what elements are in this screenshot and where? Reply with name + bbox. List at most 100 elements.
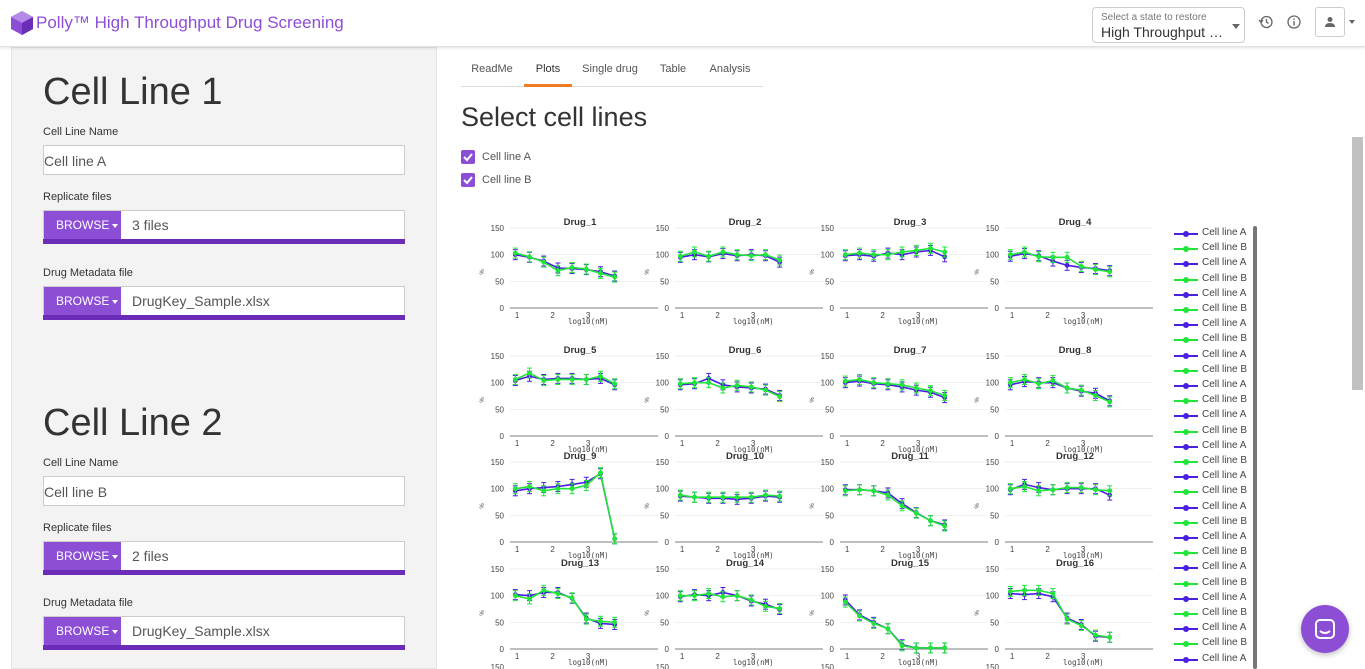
legend-item[interactable]: Cell line A (1172, 439, 1252, 453)
legend-item[interactable]: Cell line B (1172, 636, 1252, 650)
cell-line-1-metadata-browse-button[interactable]: BROWSE (44, 287, 121, 315)
legend-item[interactable]: Cell line A (1172, 226, 1252, 240)
tab-analysis[interactable]: Analysis (709, 63, 751, 75)
cell-line-2-metadata-progress (43, 645, 405, 650)
tab-single-drug[interactable]: Single drug (582, 63, 638, 75)
info-icon[interactable] (1286, 14, 1302, 30)
y-axis-label: % (975, 503, 981, 509)
legend-label: Cell line B (1202, 424, 1248, 436)
tab-table[interactable]: Table (659, 63, 687, 75)
series-b-point (1064, 485, 1070, 490)
series-b-point (512, 250, 518, 256)
legend-item[interactable]: Cell line A (1172, 591, 1252, 605)
user-menu-button[interactable] (1315, 7, 1345, 37)
y-tick-label: 150 (821, 352, 835, 361)
x-tick-label: 2 (1045, 311, 1050, 320)
legend-item[interactable]: Cell line A (1172, 500, 1252, 514)
legend-item[interactable]: Cell line A (1172, 378, 1252, 392)
legend-item[interactable]: Cell line B (1172, 515, 1252, 529)
legend-item[interactable]: Cell line B (1172, 576, 1252, 590)
x-tick-label: 3 (916, 545, 921, 554)
series-b-point (1093, 487, 1098, 493)
series-b-point (1064, 616, 1070, 622)
cell-line-2-name-value: Cell line B (44, 484, 108, 500)
chat-launcher-button[interactable] (1301, 605, 1349, 653)
legend-item[interactable]: Cell line A (1172, 652, 1252, 666)
series-b-point (512, 486, 518, 492)
series-b-point (583, 266, 589, 272)
y-axis-label: % (645, 269, 651, 275)
legend-item[interactable]: Cell line B (1172, 484, 1252, 498)
x-tick-label: 1 (515, 439, 520, 448)
checkbox-checked-icon[interactable] (461, 150, 475, 164)
legend-item[interactable]: Cell line A (1172, 317, 1252, 331)
series-b-point (763, 603, 768, 609)
legend-label: Cell line A (1202, 561, 1247, 573)
cell-line-1-replicate-label: Replicate files (43, 191, 112, 203)
legend-marker (1183, 383, 1189, 389)
cell-line-1-replicate-browse-button[interactable]: BROWSE (44, 211, 121, 239)
cell-line-2-replicate-browse-button[interactable]: BROWSE (44, 542, 121, 570)
legend-item[interactable]: Cell line A (1172, 560, 1252, 574)
legend-item[interactable]: Cell line A (1172, 530, 1252, 544)
series-b-point (899, 503, 905, 509)
tab-readme[interactable]: ReadMe (471, 63, 513, 75)
progress-fill (43, 315, 405, 320)
panel-title: Drug_2 (729, 217, 762, 228)
history-icon[interactable] (1258, 14, 1274, 30)
state-select-label: Select a state to restore (1101, 12, 1207, 23)
x-tick-label: 3 (1081, 311, 1086, 320)
legend-label: Cell line A (1202, 652, 1247, 664)
legend-item[interactable]: Cell line B (1172, 272, 1252, 286)
series-b-point (1022, 484, 1027, 489)
cell-line-2-metadata-browse-button[interactable]: BROWSE (44, 617, 121, 645)
series-b-point (692, 593, 697, 599)
legend-marker (1183, 291, 1189, 298)
series-b-point (612, 536, 618, 542)
y-tick-label: 0 (830, 645, 835, 654)
x-axis-label: log10(nM) (1063, 658, 1104, 667)
legend-item[interactable]: Cell line A (1172, 287, 1252, 301)
cell-line-2-name-input[interactable]: Cell line B (43, 476, 405, 506)
series-b-point (1007, 486, 1013, 492)
series-b-line (1010, 378, 1111, 403)
state-restore-select[interactable]: Select a state to restore High Throughpu… (1092, 7, 1245, 43)
tab-plots[interactable]: Plots (524, 56, 572, 87)
series-b-point (913, 645, 919, 651)
legend-item[interactable]: Cell line B (1172, 393, 1252, 407)
legend-item[interactable]: Cell line A (1172, 256, 1252, 270)
legend-item[interactable]: Cell line B (1172, 332, 1252, 346)
chevron-down-icon (1232, 24, 1240, 29)
legend-item[interactable]: Cell line A (1172, 408, 1252, 422)
legend-item[interactable]: Cell line B (1172, 302, 1252, 316)
x-tick-label: 1 (1010, 311, 1015, 320)
legend-marker (1183, 595, 1189, 602)
y-axis-label: % (480, 503, 486, 509)
y-axis-label: % (975, 269, 981, 275)
y-tick-label: 50 (495, 405, 504, 414)
legend-item[interactable]: Cell line B (1172, 424, 1252, 438)
checkbox-checked-icon[interactable] (461, 173, 475, 187)
legend-item[interactable]: Cell line B (1172, 363, 1252, 377)
legend-item[interactable]: Cell line B (1172, 241, 1252, 255)
legend-scrollbar[interactable] (1253, 226, 1257, 669)
cell-line-1-name-input[interactable]: Cell line A (43, 145, 405, 175)
legend-item[interactable]: Cell line B (1172, 545, 1252, 559)
legend-item[interactable]: Cell line A (1172, 348, 1252, 362)
x-tick-label: 3 (751, 545, 756, 554)
legend-item[interactable]: Cell line A (1172, 621, 1252, 635)
x-tick-label: 2 (1045, 545, 1050, 554)
y-tick-label: 0 (665, 304, 670, 313)
x-tick-label: 1 (680, 545, 685, 554)
upload-sidebar: Cell Line 1 Cell Line Name Cell line A R… (11, 47, 437, 669)
y-tick-label: 100 (986, 379, 1000, 388)
legend-label: Cell line B (1202, 455, 1248, 466)
page-scrollbar[interactable] (1352, 137, 1363, 390)
legend-item[interactable]: Cell line B (1172, 454, 1252, 468)
legend-item[interactable]: Cell line B (1172, 606, 1252, 620)
legend-label: Cell line A (1202, 622, 1247, 634)
series-b-point (1007, 380, 1013, 386)
legend-item[interactable]: Cell line A (1172, 469, 1252, 483)
